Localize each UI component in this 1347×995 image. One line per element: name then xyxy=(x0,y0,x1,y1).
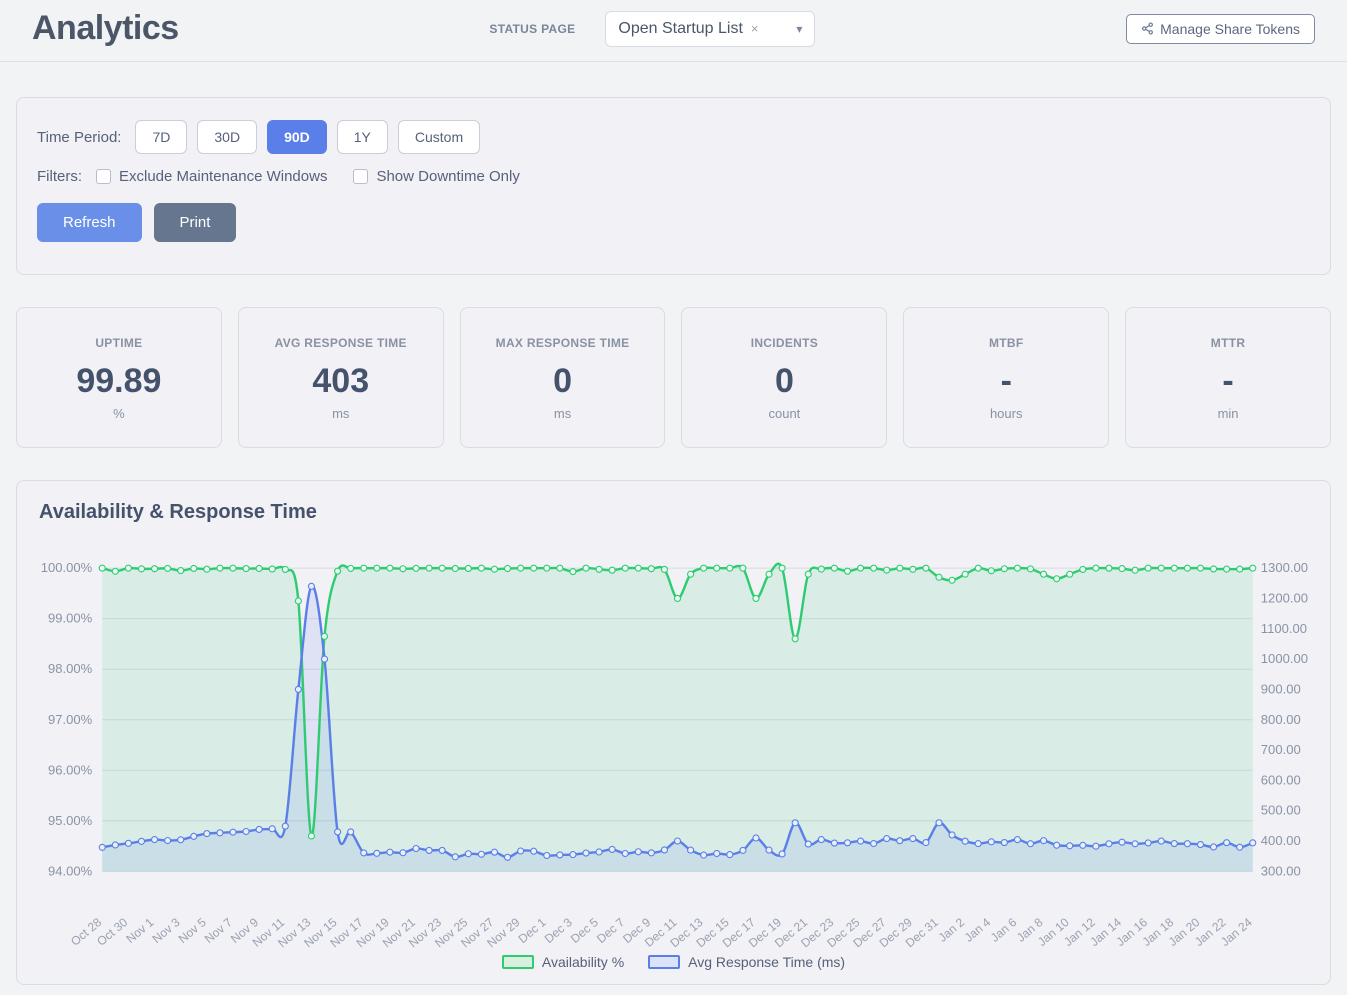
svg-text:Dec 3: Dec 3 xyxy=(542,915,575,946)
svg-text:1200.00: 1200.00 xyxy=(1261,590,1308,605)
svg-text:800.00: 800.00 xyxy=(1261,712,1301,727)
svg-text:Jan 4: Jan 4 xyxy=(962,915,994,945)
svg-text:94.00%: 94.00% xyxy=(48,863,93,878)
svg-text:1100.00: 1100.00 xyxy=(1261,621,1307,636)
svg-text:98.00%: 98.00% xyxy=(48,661,93,676)
svg-text:1300.00: 1300.00 xyxy=(1261,560,1308,575)
svg-text:1000.00: 1000.00 xyxy=(1261,651,1308,666)
svg-text:Dec 5: Dec 5 xyxy=(568,915,601,946)
svg-text:Nov 1: Nov 1 xyxy=(123,915,156,946)
svg-text:97.00%: 97.00% xyxy=(48,712,93,727)
svg-text:900.00: 900.00 xyxy=(1261,681,1301,696)
svg-text:95.00%: 95.00% xyxy=(48,813,93,828)
svg-text:100.00%: 100.00% xyxy=(41,560,93,575)
svg-text:Dec 1: Dec 1 xyxy=(516,915,549,946)
svg-text:Dec 7: Dec 7 xyxy=(594,915,627,946)
svg-text:Jan 6: Jan 6 xyxy=(988,915,1020,945)
svg-text:Jan 24: Jan 24 xyxy=(1218,915,1255,948)
svg-text:600.00: 600.00 xyxy=(1261,772,1301,787)
svg-text:300.00: 300.00 xyxy=(1261,863,1301,878)
svg-text:Jan 2: Jan 2 xyxy=(936,915,968,945)
svg-text:Nov 3: Nov 3 xyxy=(150,915,183,946)
svg-text:96.00%: 96.00% xyxy=(48,762,93,777)
svg-text:Nov 7: Nov 7 xyxy=(202,915,235,946)
svg-text:Oct 30: Oct 30 xyxy=(94,915,130,948)
svg-text:400.00: 400.00 xyxy=(1261,833,1301,848)
svg-text:99.00%: 99.00% xyxy=(48,611,93,626)
svg-text:700.00: 700.00 xyxy=(1261,742,1301,757)
svg-text:Nov 5: Nov 5 xyxy=(176,915,209,946)
svg-text:500.00: 500.00 xyxy=(1261,803,1301,818)
